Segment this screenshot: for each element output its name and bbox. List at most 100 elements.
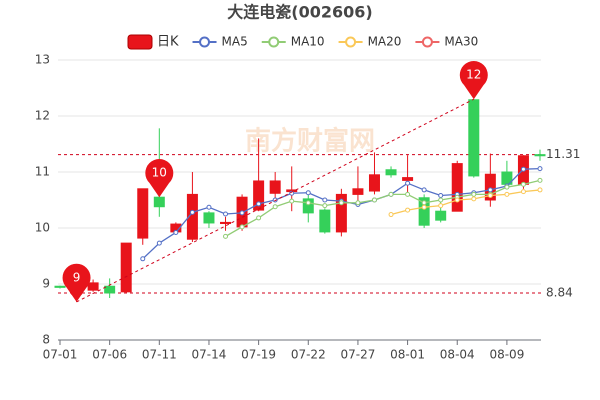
ma-point	[189, 209, 195, 215]
ma-point	[355, 200, 361, 206]
candle-body	[137, 188, 149, 239]
candle-body	[54, 285, 66, 288]
candle-body	[120, 242, 132, 293]
y-tick-label: 12	[35, 109, 50, 123]
x-tick-label: 07-14	[192, 348, 227, 362]
ma-point	[338, 200, 344, 206]
ma-point	[322, 203, 328, 209]
chart-title: 大连电瓷(002606)	[227, 3, 372, 22]
marker-pin	[459, 61, 488, 100]
ma-point	[537, 177, 543, 183]
legend-icon	[268, 36, 280, 48]
ma-point	[520, 181, 526, 187]
legend-label: MA30	[444, 35, 478, 49]
candle-body	[269, 180, 281, 194]
ma-point	[537, 187, 543, 193]
ma-point	[305, 190, 311, 196]
x-tick-label: 07-01	[43, 348, 78, 362]
candle-body	[104, 285, 116, 294]
candle-body	[435, 210, 447, 221]
candle-body	[468, 99, 480, 177]
candle-body	[253, 180, 265, 211]
reference-label: 11.31	[546, 147, 580, 161]
ma-point	[206, 204, 212, 210]
ma-point	[471, 191, 477, 197]
ma-point	[438, 203, 444, 209]
candle-body	[418, 197, 430, 226]
y-tick-label: 13	[35, 53, 50, 67]
candle-body	[319, 209, 331, 233]
ma-line	[225, 179, 541, 237]
trend-line	[76, 98, 475, 303]
ma-point	[504, 184, 510, 190]
x-tick-label: 08-01	[390, 348, 425, 362]
ma-point	[537, 166, 543, 172]
ma-point	[421, 200, 427, 206]
ma-point	[305, 200, 311, 206]
marker-label: 10	[152, 166, 167, 180]
legend-label: 日K	[157, 35, 179, 50]
ma-line	[390, 189, 541, 216]
candle-body	[402, 177, 414, 181]
ma-point	[140, 256, 146, 262]
candle-body	[153, 196, 165, 208]
ma-point	[454, 197, 460, 203]
ma-point	[256, 201, 262, 207]
marker-label: 9	[73, 270, 81, 284]
legend-icon	[127, 34, 153, 50]
legend-label: MA5	[222, 35, 248, 49]
ma-point	[487, 193, 493, 199]
candle-body	[302, 198, 314, 214]
candle-body	[220, 221, 232, 225]
watermark: 南方财富网	[245, 126, 375, 157]
x-tick-label: 07-19	[241, 348, 276, 362]
reference-label: 8.84	[546, 285, 573, 299]
ma-point	[223, 233, 229, 239]
x-tick-label: 07-22	[291, 348, 326, 362]
ma-point	[156, 240, 162, 246]
candle-body	[484, 173, 496, 201]
ma-point	[388, 212, 394, 218]
candle-body	[186, 193, 198, 240]
x-tick-label: 08-04	[440, 348, 475, 362]
ma-point	[421, 204, 427, 210]
ma-point	[272, 204, 278, 210]
ma-point	[405, 191, 411, 197]
x-tick-label: 08-09	[489, 348, 524, 362]
legend-label: MA20	[368, 35, 402, 49]
x-tick-label: 07-06	[92, 348, 127, 362]
ma-point	[405, 207, 411, 213]
ma-point	[405, 180, 411, 186]
legend-icon	[345, 36, 357, 48]
ma-point	[520, 166, 526, 172]
marker-pin	[62, 263, 91, 302]
marker-label: 12	[466, 68, 481, 82]
candle-body	[385, 169, 397, 176]
y-tick-label: 8	[42, 333, 50, 347]
ma-point	[421, 187, 427, 193]
candle-body	[368, 174, 380, 192]
ma-point	[504, 191, 510, 197]
ma-point	[471, 196, 477, 202]
ma-point	[239, 210, 245, 216]
x-tick-label: 07-27	[340, 348, 375, 362]
candle-body	[335, 193, 347, 233]
y-tick-label: 11	[35, 165, 50, 179]
ma-point	[388, 191, 394, 197]
ma-point	[322, 197, 328, 203]
ma-point	[371, 197, 377, 203]
ma-point	[438, 193, 444, 199]
ma-point	[438, 197, 444, 203]
legend-icon	[421, 36, 433, 48]
candle-body	[451, 163, 463, 212]
ma-point	[239, 224, 245, 230]
legend-label: MA10	[291, 35, 325, 49]
ma-point	[520, 189, 526, 195]
candle-body	[87, 282, 99, 291]
candle-body	[534, 154, 546, 157]
y-tick-label: 9	[42, 277, 50, 291]
candle-body	[352, 188, 364, 195]
ma-point	[223, 211, 229, 217]
ma-point	[256, 215, 262, 221]
